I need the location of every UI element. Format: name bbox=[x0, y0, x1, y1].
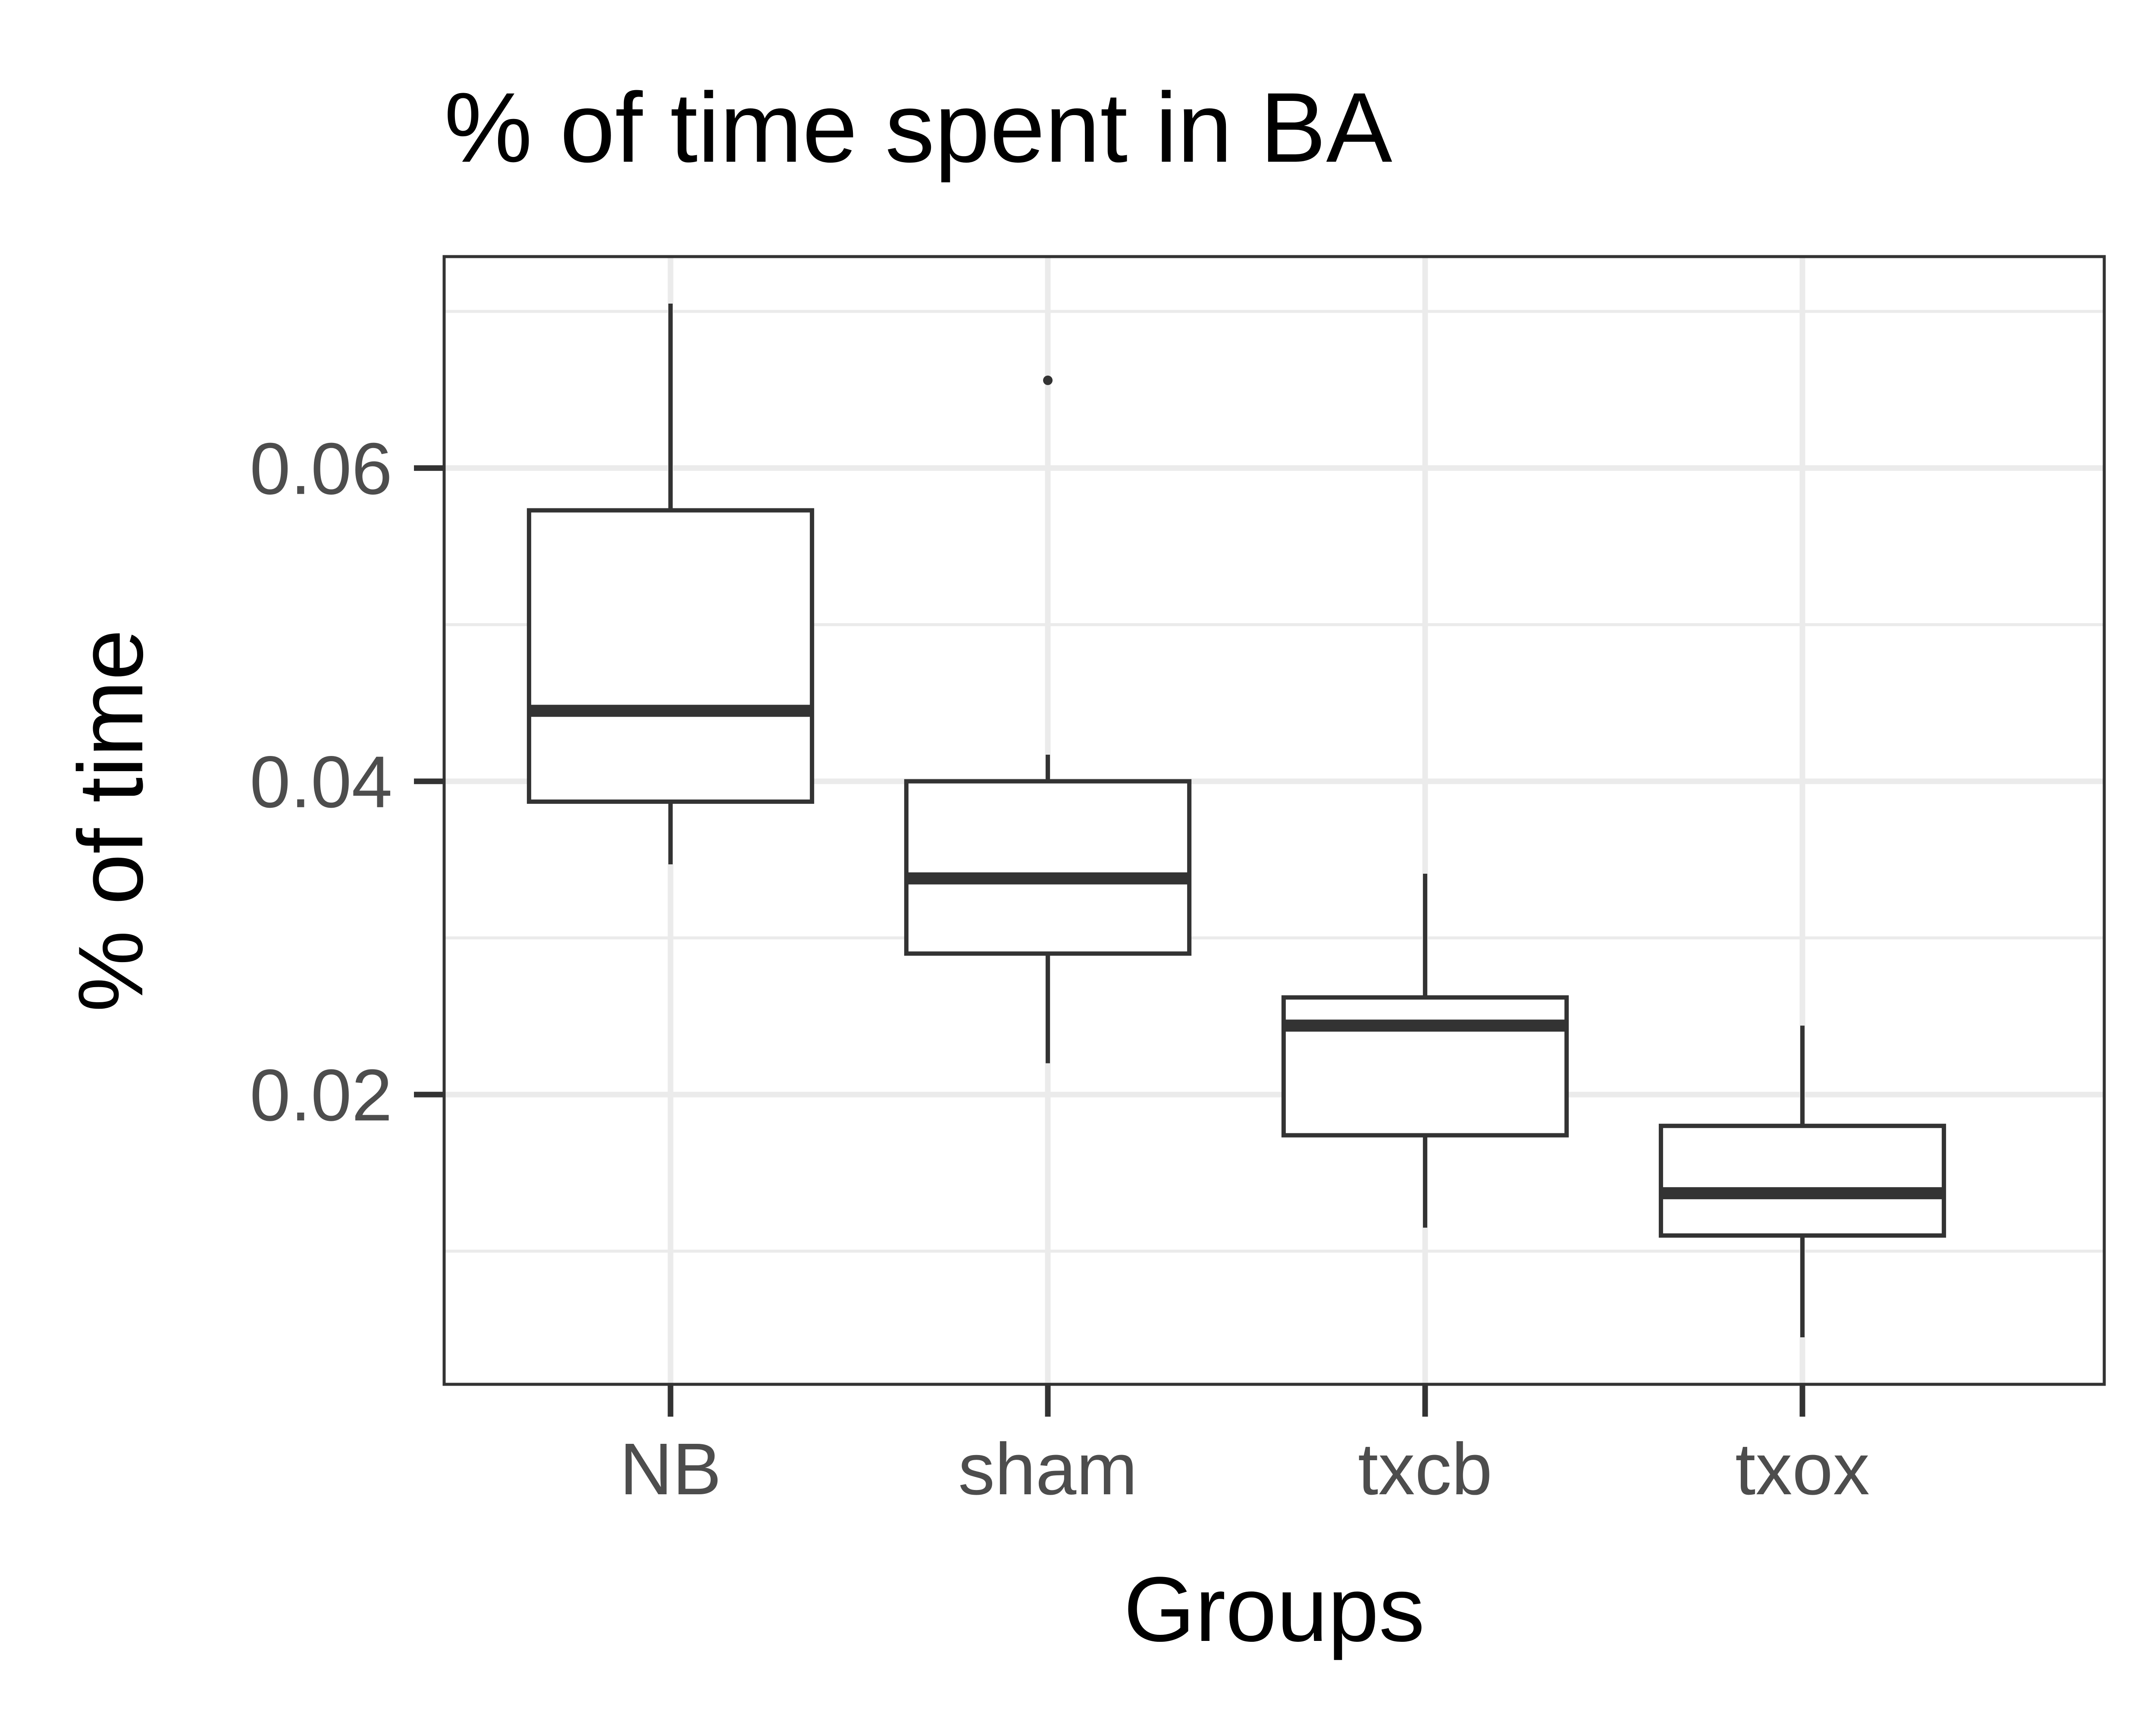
y-tick-label: 0.06 bbox=[250, 428, 392, 510]
box-iqr bbox=[526, 508, 815, 804]
box-group-txox bbox=[1658, 1026, 1946, 1338]
outlier-point bbox=[1043, 375, 1053, 385]
y-tick-label: 0.02 bbox=[250, 1054, 392, 1136]
box-group-NB bbox=[526, 303, 815, 865]
box-iqr bbox=[1658, 1123, 1946, 1238]
box-iqr bbox=[1281, 995, 1569, 1138]
box-group-txcb bbox=[1281, 873, 1569, 1228]
y-tick-label: 0.04 bbox=[250, 741, 392, 823]
box-plots bbox=[526, 303, 1946, 1338]
x-tick-label: txox bbox=[1735, 1428, 1870, 1510]
axes: 0.02 0.04 0.06 NB sham txcb txox bbox=[250, 428, 1870, 1510]
x-tick-label: NB bbox=[620, 1428, 721, 1510]
x-axis-title: Groups bbox=[1124, 1558, 1425, 1661]
chart-title: % of time spent in BA bbox=[444, 72, 1392, 183]
y-axis-title: % of time bbox=[60, 629, 162, 1012]
x-tick-label: txcb bbox=[1358, 1428, 1492, 1510]
box-group-sham bbox=[904, 375, 1192, 1063]
panel-border bbox=[442, 255, 2106, 1386]
x-tick-label: sham bbox=[958, 1428, 1138, 1510]
box-iqr bbox=[904, 779, 1192, 956]
